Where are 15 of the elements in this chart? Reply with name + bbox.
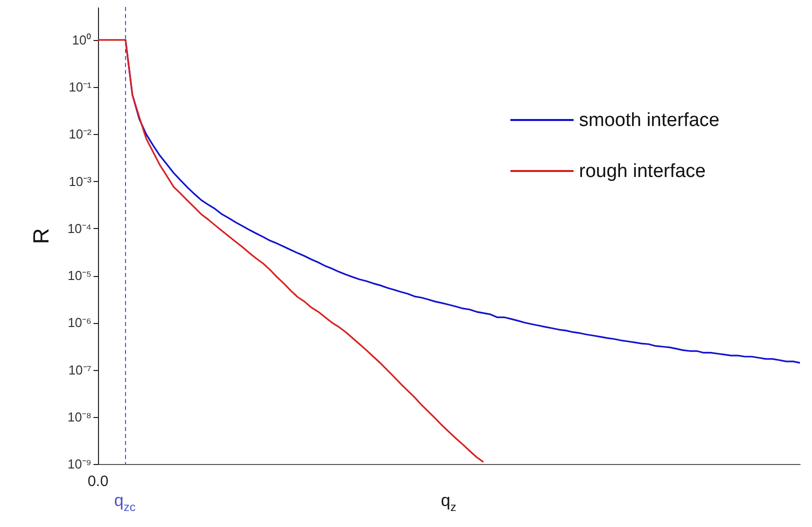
y-tick-label: 10⁻⁸ (68, 409, 92, 424)
y-tick-label: 10⁻⁷ (68, 362, 92, 378)
y-tick-label: 10⁻⁴ (67, 220, 92, 236)
y-tick-label: 10⁰ (72, 32, 92, 48)
x-tick-label: 0.0 (88, 473, 108, 490)
legend-label: smooth interface (579, 110, 720, 131)
legend-label: rough interface (579, 161, 706, 182)
y-tick-label: 10⁻¹ (68, 80, 92, 95)
y-tick-label: 10⁻⁶ (68, 315, 92, 330)
line-series (98, 39, 484, 463)
y-tick-label: 10⁻² (68, 126, 92, 142)
y-axis-title: R (28, 228, 54, 244)
y-tick-label: 10⁻⁵ (68, 268, 92, 284)
y-tick-label: 10⁻⁹ (67, 456, 92, 472)
y-tick-label: 10⁻³ (68, 174, 92, 189)
